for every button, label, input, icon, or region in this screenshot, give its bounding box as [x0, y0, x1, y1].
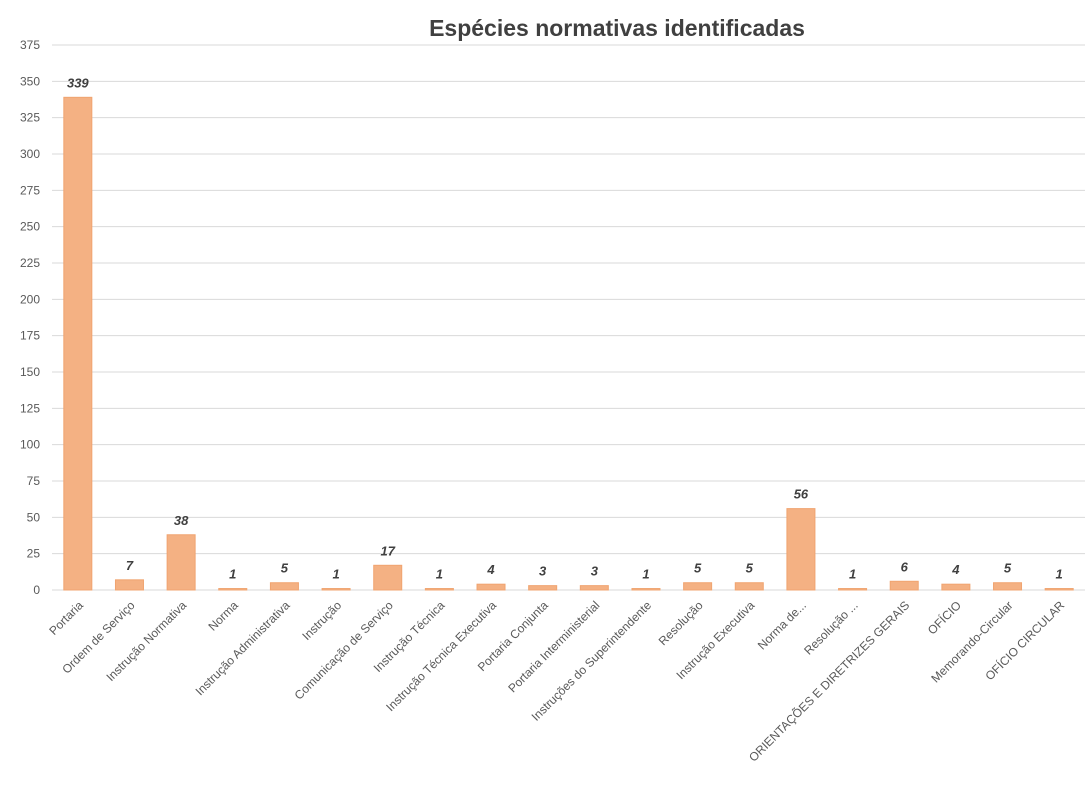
y-tick-label: 375 [20, 38, 40, 52]
x-tick-label: Comunicação de Serviço [292, 598, 396, 702]
bar [786, 508, 816, 591]
y-tick-label: 125 [20, 401, 40, 415]
bar [1044, 588, 1074, 591]
y-tick-label: 250 [20, 220, 40, 234]
data-label: 5 [1004, 561, 1012, 576]
y-tick-label: 350 [20, 74, 40, 88]
bar [579, 585, 609, 591]
bar [631, 588, 661, 591]
data-label: 7 [126, 558, 134, 573]
bar [166, 534, 196, 591]
bar [269, 582, 299, 591]
x-tick-label: Instrução Administrativa [193, 598, 293, 698]
bar [683, 582, 713, 591]
y-tick-label: 175 [20, 329, 40, 343]
bar [476, 583, 506, 591]
x-tick-label: Resolução [656, 598, 706, 648]
y-tick-label: 225 [20, 256, 40, 270]
y-tick-label: 300 [20, 147, 40, 161]
y-tick-label: 100 [20, 438, 40, 452]
bar [63, 96, 93, 591]
data-label: 6 [901, 559, 909, 574]
x-tick-label: Norma [206, 598, 242, 634]
data-label: 3 [591, 564, 599, 579]
data-label: 1 [332, 567, 339, 582]
y-tick-label: 275 [20, 183, 40, 197]
bar [941, 583, 971, 591]
data-label: 5 [694, 561, 702, 576]
bar [993, 582, 1023, 591]
x-tick-label: OFÍCIO [924, 598, 964, 638]
chart-title: Espécies normativas identificadas [429, 15, 805, 41]
y-tick-label: 200 [20, 292, 40, 306]
bar [373, 564, 403, 591]
x-tick-label: Portaria Interministerial [505, 598, 602, 695]
data-label: 1 [229, 567, 236, 582]
data-label: 4 [486, 562, 495, 577]
data-label: 1 [849, 567, 856, 582]
y-tick-label: 50 [27, 510, 41, 524]
data-label: 1 [642, 567, 649, 582]
y-tick-label: 325 [20, 111, 40, 125]
bar [424, 588, 454, 591]
data-label: 1 [436, 567, 443, 582]
data-label: 1 [1056, 567, 1063, 582]
data-label: 38 [174, 513, 189, 528]
x-tick-label: Instrução [299, 598, 344, 643]
bar [838, 588, 868, 591]
bar [734, 582, 764, 591]
y-tick-label: 150 [20, 365, 40, 379]
x-tick-label: Portaria [46, 598, 86, 638]
data-label: 56 [794, 487, 809, 502]
data-label: 4 [951, 562, 960, 577]
bar [218, 588, 248, 591]
y-tick-label: 0 [33, 583, 40, 597]
data-label: 339 [67, 75, 89, 90]
bar [889, 580, 919, 591]
y-tick-label: 75 [27, 474, 41, 488]
data-label: 3 [539, 564, 547, 579]
bar [114, 579, 144, 591]
bar [321, 588, 351, 591]
bar [528, 585, 558, 591]
y-tick-label: 25 [27, 547, 41, 561]
data-label: 5 [746, 561, 754, 576]
data-label: 17 [380, 543, 395, 558]
data-label: 5 [281, 561, 289, 576]
x-tick-label: Norma de... [755, 598, 809, 652]
